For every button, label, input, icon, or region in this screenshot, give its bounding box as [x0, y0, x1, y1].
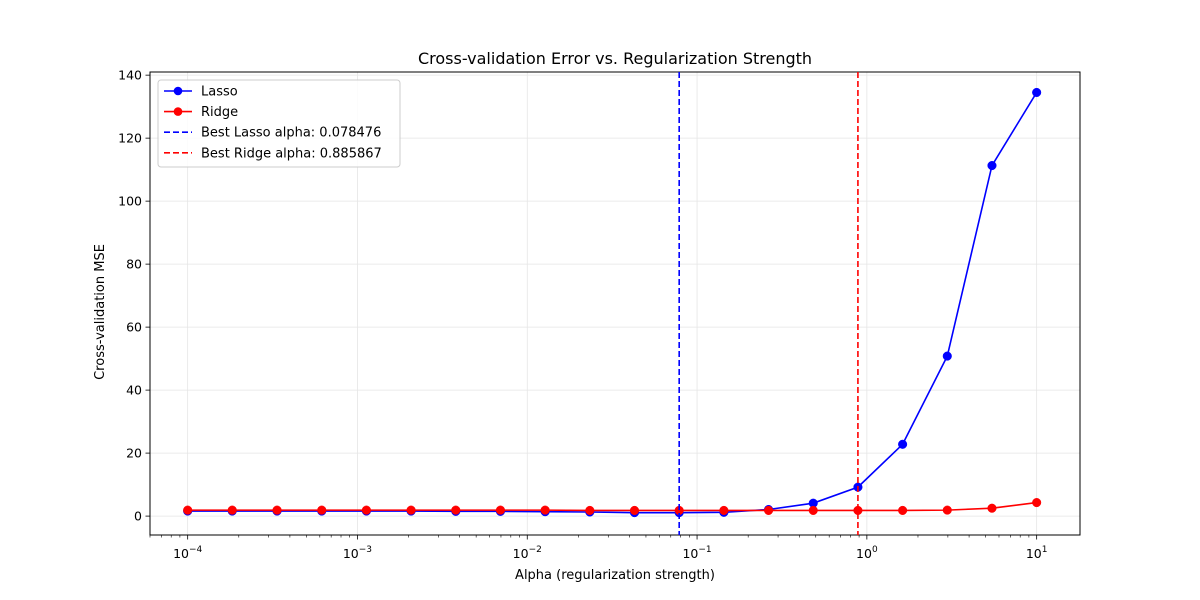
data-point-lasso: [987, 160, 997, 171]
data-point-ridge: [540, 505, 550, 515]
y-tick-label: 140: [118, 68, 142, 83]
data-point-ridge: [406, 505, 416, 515]
data-point-ridge: [719, 505, 729, 515]
x-tick-label: 10−4: [173, 545, 202, 561]
data-point-ridge: [272, 505, 282, 515]
y-tick-label: 60: [126, 320, 142, 335]
x-tick-label: 10−2: [513, 545, 542, 561]
legend-box: [157, 79, 401, 168]
data-point-lasso: [1032, 87, 1042, 98]
data-point-ridge: [183, 505, 193, 515]
data-point-ridge: [451, 505, 461, 515]
data-point-lasso: [898, 439, 908, 449]
data-point-ridge: [317, 505, 327, 515]
data-point-ridge: [361, 505, 371, 515]
y-tick-label: 120: [118, 131, 142, 146]
data-point-ridge: [227, 505, 237, 515]
x-tick-label: 10−1: [682, 545, 711, 561]
legend-swatch-marker: [173, 107, 183, 116]
legend-swatch-marker: [173, 86, 183, 96]
y-tick-label: 20: [126, 446, 142, 461]
plot-frame: [149, 71, 1081, 536]
legend-entry-label: Best Lasso alpha: 0.078476: [201, 126, 381, 141]
data-point-ridge: [495, 505, 506, 515]
x-axis-label: Alpha (regularization strength): [515, 568, 715, 583]
data-point-ridge: [764, 505, 774, 515]
chart-title: Cross-validation Error vs. Regularizatio…: [418, 49, 812, 68]
series-line-ridge: [187, 501, 1037, 512]
data-point-ridge: [808, 505, 818, 515]
y-tick-label: 100: [118, 194, 142, 209]
data-point-ridge: [942, 505, 952, 515]
legend: Lasso Ridge Best Lasso alpha: 0.078476 Best…: [157, 79, 401, 168]
data-point-ridge: [585, 505, 595, 515]
y-tick-label: 80: [126, 257, 142, 272]
data-point-ridge: [629, 505, 640, 515]
legend-entry-label: Best Ridge alpha: 0.885867: [201, 146, 382, 161]
legend-entry-label: Ridge: [201, 105, 238, 120]
y-tick-label: 0: [134, 509, 142, 524]
x-tick-label: 101: [1026, 545, 1048, 561]
data-point-ridge: [898, 505, 908, 515]
x-tick-label: 100: [856, 545, 878, 561]
data-point-lasso: [942, 351, 952, 361]
legend-entry-label: Lasso: [201, 85, 238, 100]
y-tick-label: 40: [126, 383, 142, 398]
data-point-ridge: [1032, 498, 1042, 508]
data-point-ridge: [987, 503, 997, 513]
x-tick-label: 10−3: [343, 545, 372, 561]
y-axis-label: Cross-validation MSE: [93, 244, 108, 380]
plot-area: 10−4 10−3 10−2 10−1 100 101 0 20 40 60 80 100 120 140: [118, 68, 1081, 561]
series-line-lasso: [187, 92, 1038, 514]
